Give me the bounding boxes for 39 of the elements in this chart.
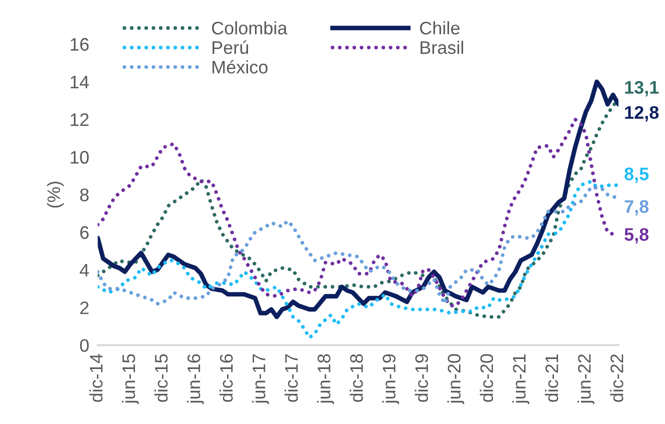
x-tick-label: dic-16 [220,354,233,402]
y-tick-label: 14 [70,76,89,88]
x-tick-label: dic-22 [610,354,624,402]
x-tick-label: jun-16 [186,354,204,404]
annotation: 7,8 [624,200,649,216]
annotation: 13,1 [625,81,659,96]
y-tick-label: 6 [80,226,89,239]
legend-label: Colombia [212,21,288,34]
y-tick-label: 0 [80,339,89,352]
y-tick-label: 12 [70,113,89,126]
y-tick-label: 4 [80,264,89,276]
legend-label: Perú [212,40,248,54]
y-tick-label: 2 [80,301,89,314]
x-tick-label: dic-20 [480,354,494,402]
x-tick-label: dic-21 [544,354,558,402]
x-tick-label: dic-19 [414,354,428,402]
legend-label: Chile [420,21,460,34]
x-tick-label: dic-14 [89,354,103,402]
x-tick-label: dic-18 [350,354,363,402]
annotation: 12,8 [625,106,659,122]
x-tick-label: dic-17 [284,354,298,402]
line-series [98,180,618,340]
x-tick-label: jun-21 [512,354,530,404]
x-tick-label: jun-15 [122,354,139,404]
y-axis-title: (%) [46,182,64,208]
annotation: 5,8 [624,228,649,244]
annotation: 8,5 [624,168,649,183]
legend-label: Brasil [420,40,464,54]
x-tick-label: dic-15 [154,354,168,402]
y-tick-label: 16 [70,38,89,51]
line-series [98,185,618,306]
x-tick-label: jun-18 [317,354,334,404]
x-tick-label: jun-22 [577,354,594,404]
x-tick-label: jun-20 [447,354,464,404]
x-tick-label: jun-19 [382,354,400,404]
x-tick-label: jun-17 [252,354,269,404]
y-tick-label: 10 [70,150,89,164]
y-tick-label: 8 [80,188,89,202]
legend-label: México [212,60,268,74]
